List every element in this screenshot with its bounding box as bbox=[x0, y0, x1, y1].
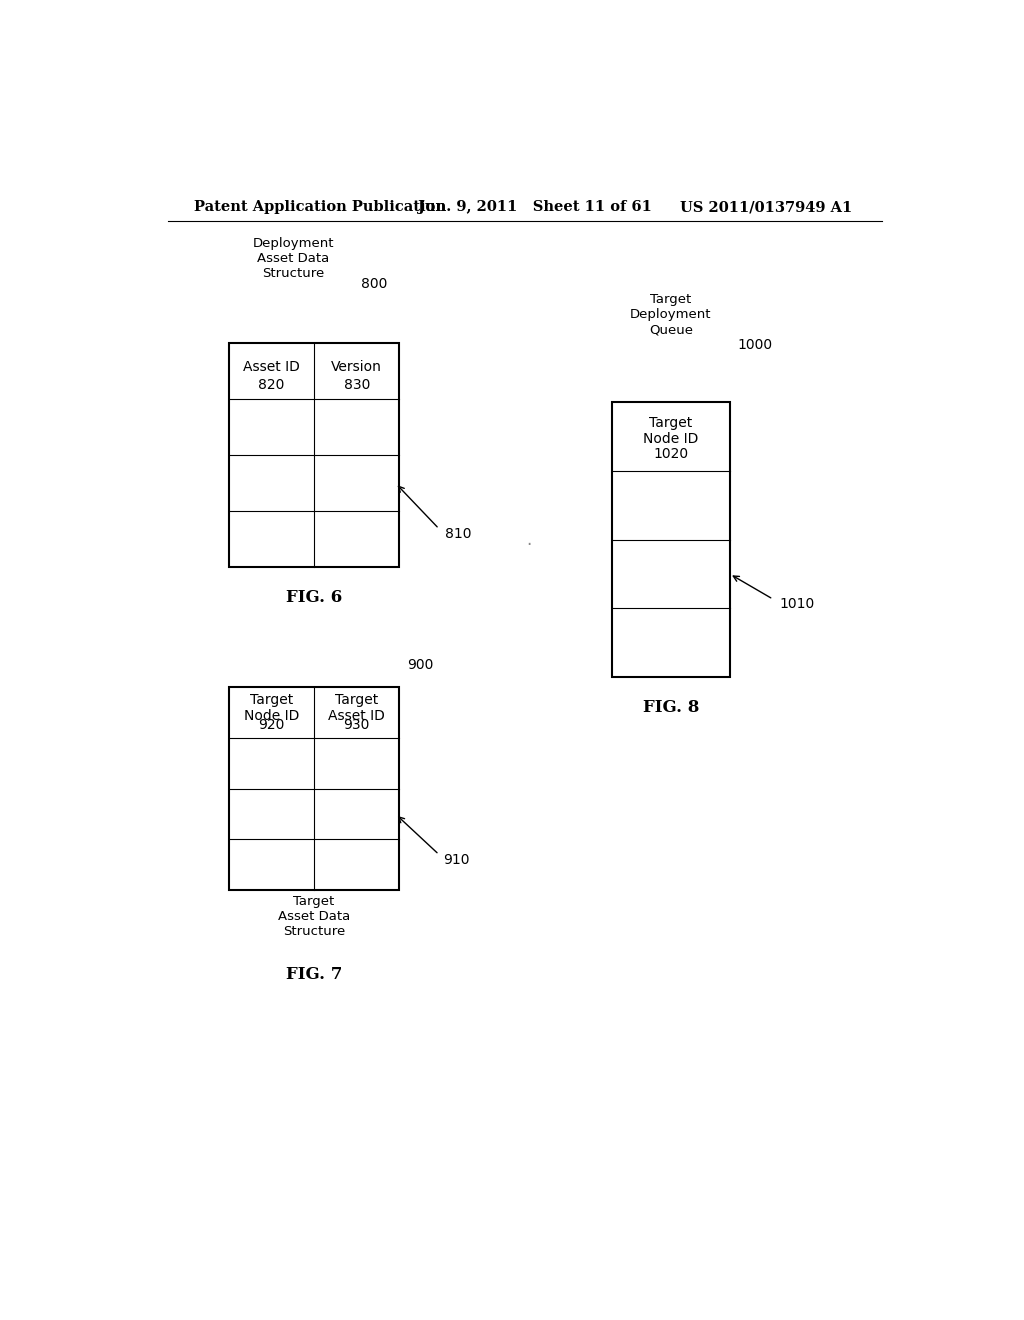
Text: 1000: 1000 bbox=[737, 338, 773, 351]
Text: Target
Node ID: Target Node ID bbox=[643, 416, 698, 446]
Text: 820: 820 bbox=[258, 379, 285, 392]
Text: Asset ID: Asset ID bbox=[243, 360, 300, 374]
Text: 930: 930 bbox=[344, 718, 370, 733]
Text: US 2011/0137949 A1: US 2011/0137949 A1 bbox=[680, 201, 852, 214]
Text: Patent Application Publication: Patent Application Publication bbox=[194, 201, 445, 214]
Text: 900: 900 bbox=[408, 657, 434, 672]
Text: 910: 910 bbox=[443, 853, 470, 867]
Bar bbox=[228, 686, 399, 890]
Bar bbox=[612, 403, 729, 677]
Text: 1010: 1010 bbox=[779, 598, 815, 611]
Bar bbox=[228, 343, 399, 568]
Text: Target
Asset ID: Target Asset ID bbox=[329, 693, 385, 723]
Text: 1020: 1020 bbox=[653, 446, 688, 461]
Text: 800: 800 bbox=[361, 276, 387, 290]
Text: .: . bbox=[526, 531, 531, 549]
Text: Target
Deployment
Queue: Target Deployment Queue bbox=[630, 293, 712, 337]
Text: FIG. 7: FIG. 7 bbox=[286, 966, 342, 983]
Text: FIG. 8: FIG. 8 bbox=[643, 700, 699, 717]
Text: FIG. 6: FIG. 6 bbox=[286, 589, 342, 606]
Text: Deployment
Asset Data
Structure: Deployment Asset Data Structure bbox=[253, 238, 335, 280]
Text: Target
Node ID: Target Node ID bbox=[244, 693, 299, 723]
Text: 810: 810 bbox=[445, 527, 472, 541]
Text: Version: Version bbox=[332, 360, 382, 374]
Text: 830: 830 bbox=[344, 379, 370, 392]
Text: Target
Asset Data
Structure: Target Asset Data Structure bbox=[278, 895, 350, 939]
Text: Jun. 9, 2011   Sheet 11 of 61: Jun. 9, 2011 Sheet 11 of 61 bbox=[418, 201, 651, 214]
Text: 920: 920 bbox=[258, 718, 285, 733]
